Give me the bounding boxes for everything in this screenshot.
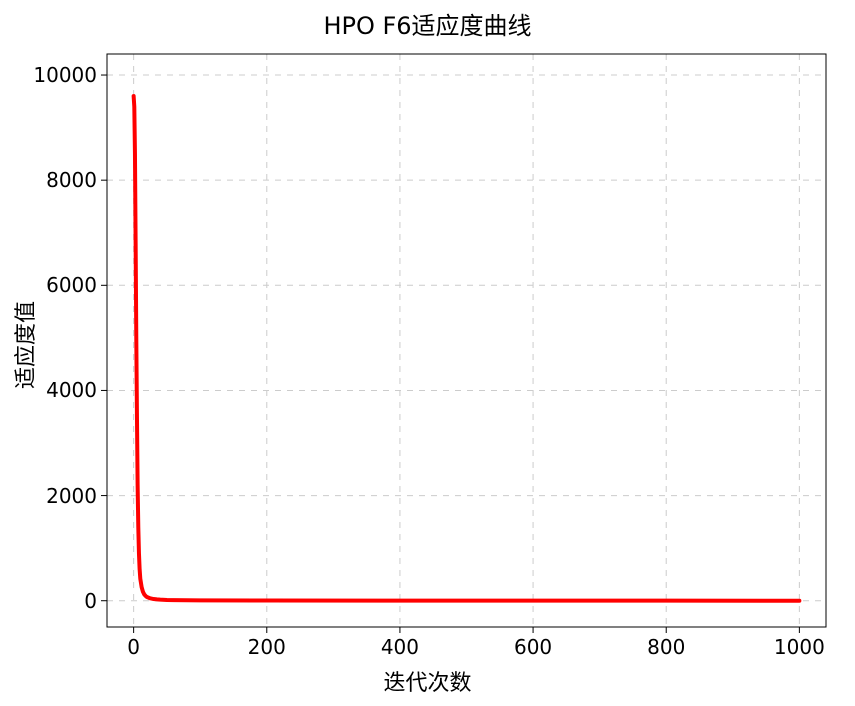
ytick-label: 6000 (46, 273, 97, 297)
ytick-label: 2000 (46, 484, 97, 508)
ytick-label: 4000 (46, 378, 97, 402)
xtick-label: 400 (381, 635, 419, 659)
plot-svg (0, 0, 855, 706)
ytick-label: 10000 (33, 63, 97, 87)
ytick-label: 8000 (46, 168, 97, 192)
ytick-label: 0 (84, 589, 97, 613)
xtick-label: 1000 (774, 635, 825, 659)
xtick-label: 0 (127, 635, 140, 659)
xtick-label: 600 (514, 635, 552, 659)
figure: HPO F6适应度曲线 适应度值 迭代次数 020040060080010000… (0, 0, 855, 706)
xtick-label: 200 (248, 635, 286, 659)
xtick-label: 800 (647, 635, 685, 659)
